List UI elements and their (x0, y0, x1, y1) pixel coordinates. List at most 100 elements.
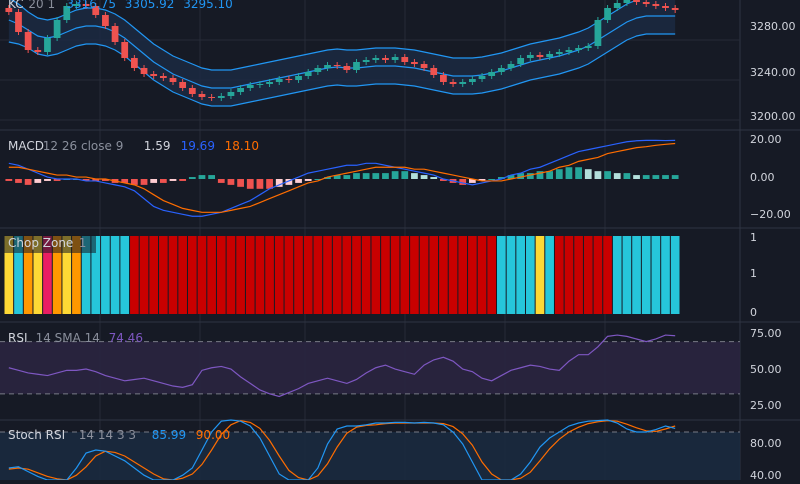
candle[interactable] (662, 6, 669, 8)
candle[interactable] (102, 15, 109, 26)
chop-zone-bar (101, 236, 110, 314)
macd-histogram-bar (179, 179, 187, 181)
candle[interactable] (237, 88, 244, 92)
candle[interactable] (401, 57, 409, 62)
candle[interactable] (179, 82, 187, 88)
candle[interactable] (198, 94, 206, 97)
candle[interactable] (343, 66, 351, 70)
candle[interactable] (604, 8, 611, 20)
candle[interactable] (575, 48, 582, 50)
candle[interactable] (411, 62, 418, 64)
candle[interactable] (353, 62, 360, 70)
macd-histogram-bar (24, 179, 32, 185)
candle[interactable] (217, 96, 225, 98)
candle[interactable] (256, 84, 264, 85)
candle[interactable] (304, 72, 312, 76)
macd-histogram-bar (507, 175, 515, 179)
chop-zone-bar (62, 236, 72, 314)
candle[interactable] (420, 64, 428, 68)
candle[interactable] (150, 74, 158, 76)
candle[interactable] (5, 8, 13, 12)
candle[interactable] (121, 42, 129, 58)
candle[interactable] (526, 55, 534, 58)
candle[interactable] (372, 58, 380, 60)
macd-histogram-bar (382, 173, 389, 179)
candle[interactable] (314, 68, 322, 72)
candle[interactable] (391, 57, 399, 60)
candle[interactable] (478, 76, 486, 79)
candle[interactable] (275, 79, 283, 82)
candle[interactable] (140, 68, 148, 74)
axis-tick-label: 3280.00 (750, 20, 796, 33)
axis-tick-label: 0.00 (750, 171, 775, 184)
candle[interactable] (362, 60, 370, 62)
candle[interactable] (169, 78, 177, 82)
legend-params: 14 SMA 14 (36, 331, 100, 345)
candle[interactable] (468, 79, 476, 82)
candle[interactable] (517, 58, 525, 64)
candle[interactable] (63, 6, 71, 20)
candle[interactable] (613, 3, 621, 8)
candle[interactable] (623, 0, 631, 3)
macd-histogram-bar (546, 171, 554, 179)
candle[interactable] (73, 4, 80, 6)
candle[interactable] (92, 6, 100, 15)
candle[interactable] (44, 38, 51, 52)
candle[interactable] (246, 85, 254, 88)
candle[interactable] (295, 76, 302, 80)
candle[interactable] (497, 68, 505, 72)
candle[interactable] (584, 46, 592, 48)
candle[interactable] (488, 72, 496, 76)
candle[interactable] (208, 97, 216, 98)
candle[interactable] (24, 32, 32, 50)
candle[interactable] (324, 65, 331, 68)
candle[interactable] (285, 79, 293, 80)
candle[interactable] (266, 82, 273, 84)
candle[interactable] (449, 82, 457, 84)
candle[interactable] (111, 26, 119, 42)
chop-zone-bar (303, 236, 313, 314)
candle[interactable] (459, 82, 467, 84)
chop-zone-bar (52, 236, 62, 314)
candle[interactable] (536, 55, 544, 57)
chop-zone-bar (352, 236, 361, 314)
legend-title: Stoch RSI (8, 428, 65, 442)
candle[interactable] (594, 20, 602, 46)
legend-title: MACD (8, 139, 44, 153)
candle[interactable] (188, 88, 196, 94)
candle[interactable] (652, 4, 660, 6)
chop-zone-bar (525, 236, 535, 314)
candle[interactable] (546, 54, 554, 57)
macd-histogram-bar (217, 179, 225, 183)
axis-tick-label: 1 (750, 231, 757, 244)
chop-zone-bar (361, 236, 371, 314)
candle[interactable] (565, 50, 573, 52)
legend-params: 20 1 (28, 0, 55, 11)
macd-histogram-bar (536, 171, 544, 179)
macd-histogram-bar (304, 179, 312, 181)
chop-zone-bar (4, 236, 14, 314)
candle[interactable] (227, 92, 235, 96)
candle[interactable] (430, 68, 438, 75)
candle[interactable] (15, 12, 22, 32)
candle[interactable] (633, 0, 640, 2)
candle[interactable] (507, 64, 515, 68)
candle[interactable] (440, 75, 447, 82)
candle[interactable] (130, 58, 138, 68)
candle[interactable] (671, 8, 679, 10)
candle[interactable] (382, 58, 389, 60)
candle[interactable] (159, 76, 167, 78)
candle[interactable] (642, 2, 650, 4)
candle[interactable] (34, 50, 42, 52)
candle[interactable] (333, 65, 341, 66)
macd-histogram-bar (130, 179, 138, 185)
macd-histogram-bar (92, 179, 100, 181)
candle[interactable] (82, 4, 90, 6)
candle[interactable] (555, 52, 563, 54)
legend-value: 18.10 (225, 139, 259, 153)
chop-zone-bar (506, 236, 516, 314)
chop-zone-bar (390, 236, 400, 314)
candle[interactable] (53, 20, 61, 38)
